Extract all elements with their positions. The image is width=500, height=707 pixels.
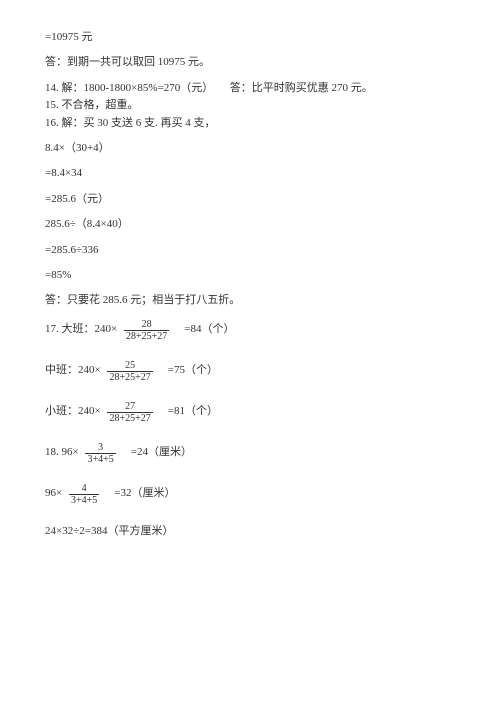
text-line: 285.6÷（8.4×40） [45,217,455,232]
eq-suffix: =84（个） [173,322,234,337]
fraction: 25 28+25+27 [107,360,152,383]
fraction: 27 28+25+27 [107,401,152,424]
text-line: =10975 元 [45,30,455,45]
numerator: 27 [107,401,152,412]
text-line: 答：只要花 285.6 元；相当于打八五折。 [45,293,455,308]
fraction: 4 3+4+5 [69,483,99,506]
text-line: =285.6（元） [45,192,455,207]
eq-prefix: 18. 96× [45,445,81,460]
eq-prefix: 17. 大班：240× [45,322,120,337]
text-line: 16. 解：买 30 支送 6 支. 再买 4 支， [45,116,455,131]
denominator: 3+4+5 [69,494,99,506]
text-line: 15. 不合格，超重。 [45,98,455,113]
fraction: 28 28+25+27 [124,319,169,342]
numerator: 28 [124,319,169,330]
denominator: 28+25+27 [107,371,152,383]
text-line: =8.4×34 [45,166,455,181]
denominator: 28+25+27 [107,412,152,424]
eq-suffix: =24（厘米） [120,445,192,460]
text-line: 24×32÷2=384（平方厘米） [45,524,455,539]
text-line: 14. 解：1800-1800×85%=270（元） 答：比平时购买优惠 270… [45,81,455,96]
eq-prefix: 中班：240× [45,363,103,378]
equation-row: 18. 96× 3 3+4+5 =24（厘米） [45,442,455,465]
numerator: 4 [69,483,99,494]
equation-row: 中班：240× 25 28+25+27 =75（个） [45,360,455,383]
text-line: 答：到期一共可以取回 10975 元。 [45,55,455,70]
numerator: 3 [85,442,115,453]
eq-suffix: =75（个） [157,363,218,378]
text-line: =85% [45,268,455,283]
text-line: =285.6÷336 [45,243,455,258]
denominator: 3+4+5 [85,453,115,465]
eq-prefix: 小班：240× [45,404,103,419]
equation-row: 小班：240× 27 28+25+27 =81（个） [45,401,455,424]
equation-row: 96× 4 3+4+5 =32（厘米） [45,483,455,506]
numerator: 25 [107,360,152,371]
denominator: 28+25+27 [124,330,169,342]
eq-suffix: =81（个） [157,404,218,419]
fraction: 3 3+4+5 [85,442,115,465]
text-line: 8.4×（30+4） [45,141,455,156]
equation-row: 17. 大班：240× 28 28+25+27 =84（个） [45,319,455,342]
eq-suffix: =32（厘米） [103,486,175,501]
eq-prefix: 96× [45,486,65,501]
